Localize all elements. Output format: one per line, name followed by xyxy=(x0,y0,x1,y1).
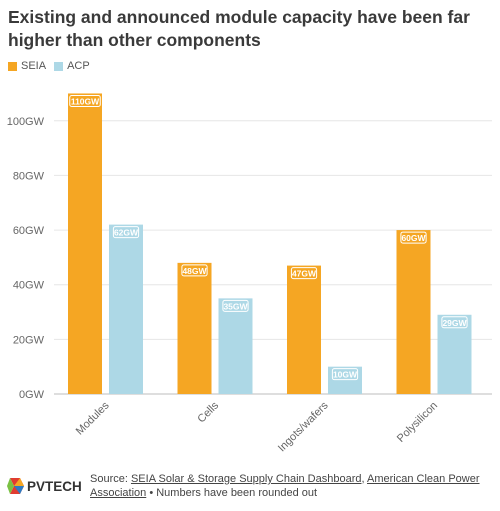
data-label: 62GW xyxy=(114,228,139,238)
data-label: 60GW xyxy=(401,233,426,243)
data-label: 48GW xyxy=(182,266,207,276)
data-label: 110GW xyxy=(71,96,100,106)
data-label-bg xyxy=(441,316,468,329)
legend-label-seia: SEIA xyxy=(21,60,47,72)
bar-acp xyxy=(218,298,253,394)
bar-seia xyxy=(68,93,102,394)
data-label-bg xyxy=(222,299,249,312)
source-link-seia[interactable]: SEIA Solar & Storage Supply Chain Dashbo… xyxy=(130,473,362,485)
y-tick-label: 20GW xyxy=(13,334,45,346)
data-label-bg xyxy=(290,267,318,280)
data-label-bg xyxy=(331,368,359,381)
data-label-bg xyxy=(69,94,101,107)
pvtech-logo-mark xyxy=(7,478,24,494)
data-label: 35GW xyxy=(223,301,248,311)
x-tick-label: Cells xyxy=(195,399,221,425)
x-tick-label: Ingots/wafers xyxy=(276,399,331,454)
source-separator: , xyxy=(361,473,368,485)
source-link-acp[interactable]: American Clean Power Association xyxy=(90,473,480,499)
y-tick-label: 100GW xyxy=(7,116,45,128)
pvtech-logo: PVTECH xyxy=(7,478,82,494)
data-label-bg xyxy=(181,264,208,277)
data-label: 47GW xyxy=(292,269,317,279)
bar-chart: 0GW 20GW 40GW 60GW 80GW 100GW 110GW 62GW Modules… xyxy=(7,93,492,454)
y-tick-label: 40GW xyxy=(13,280,45,292)
footer: PVTECH Source: SEIA Solar & Storage Supp… xyxy=(6,472,496,506)
legend-item-acp[interactable]: ACP xyxy=(54,60,90,72)
legend-item-seia[interactable]: SEIA xyxy=(8,60,46,72)
legend: SEIA ACP xyxy=(8,60,90,72)
bar-seia xyxy=(287,265,321,394)
data-label: 10GW xyxy=(333,370,358,380)
data-label-bg xyxy=(112,226,140,239)
y-tick-label: 80GW xyxy=(13,170,45,182)
source-suffix: • Numbers have been rounded out xyxy=(146,487,318,499)
legend-swatch-acp xyxy=(54,61,64,71)
legend-label-acp: ACP xyxy=(67,60,90,72)
pvtech-logo-text: PVTECH xyxy=(27,479,82,494)
bar-seia xyxy=(177,262,212,394)
bar-seia xyxy=(396,230,431,394)
source-prefix: Source: xyxy=(90,473,131,485)
data-label-bg xyxy=(400,231,427,244)
y-tick-label: 0GW xyxy=(19,389,45,401)
data-label: 29GW xyxy=(442,318,467,328)
bar-acp xyxy=(109,224,143,394)
x-tick-label: Polysilicon xyxy=(395,400,440,445)
source-note: Source: SEIA Solar & Storage Supply Chai… xyxy=(90,472,494,500)
y-tick-label: 60GW xyxy=(13,225,45,237)
legend-swatch-seia xyxy=(8,61,17,71)
chart-title: Existing and announced module capacity h… xyxy=(8,7,470,50)
x-tick-label: Modules xyxy=(74,399,112,437)
